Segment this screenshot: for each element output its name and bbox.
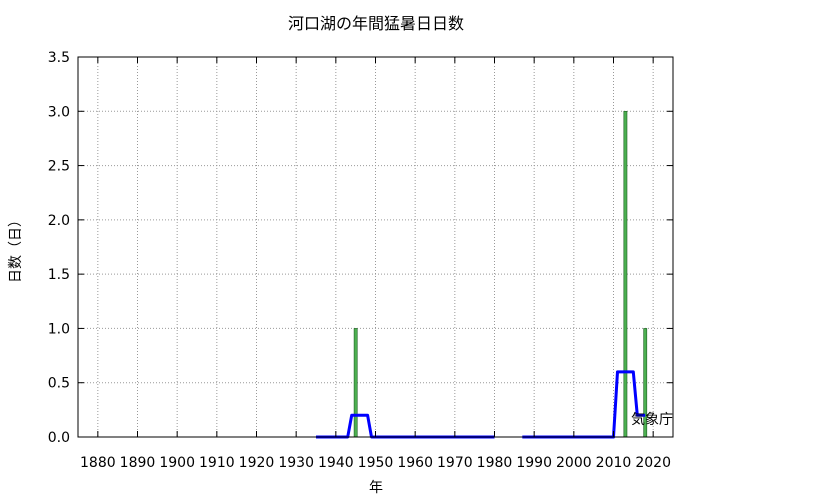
y-tick-label: 2.5 — [48, 159, 70, 175]
x-tick-label: 2000 — [556, 455, 592, 471]
x-tick-label: 2020 — [635, 455, 671, 471]
y-tick-label: 3.5 — [48, 50, 70, 66]
line-series — [316, 370, 646, 439]
x-tick-label: 1930 — [278, 455, 314, 471]
y-tick-label: 0.0 — [48, 430, 70, 446]
y-tick-label: 1.5 — [48, 267, 70, 283]
x-tick-label: 1970 — [437, 455, 473, 471]
x-tick-label: 1910 — [199, 455, 235, 471]
moving-average-line — [522, 370, 646, 439]
chart-title: 河口湖の年間猛暑日日数 — [288, 14, 464, 33]
moving-average-line — [316, 413, 495, 439]
x-tick-label: 1920 — [239, 455, 275, 471]
y-tick-label: 0.5 — [48, 376, 70, 392]
x-tick-label: 1890 — [120, 455, 156, 471]
bar — [623, 110, 628, 438]
y-tick-label: 1.0 — [48, 321, 70, 337]
y-axis-label: 日数（日） — [8, 213, 24, 283]
source-annotation: 気象庁 — [631, 412, 673, 428]
ticks: 0.0 0.5 1.0 1.5 2.0 2.5 3.0 3.5 1880 1890 1900 1910… — [48, 50, 673, 471]
x-tick-label: 1880 — [80, 455, 116, 471]
x-tick-label: 2010 — [596, 455, 632, 471]
y-tick-label: 3.0 — [48, 104, 70, 120]
x-tick-label: 1950 — [358, 455, 394, 471]
x-axis-label: 年 — [369, 480, 383, 496]
x-tick-label: 1980 — [477, 455, 513, 471]
x-tick-label: 1990 — [516, 455, 552, 471]
x-tick-label: 1960 — [397, 455, 433, 471]
y-tick-label: 2.0 — [48, 213, 70, 229]
bar — [353, 328, 358, 438]
x-tick-label: 1900 — [159, 455, 195, 471]
bar-series — [353, 110, 648, 438]
x-tick-label: 1940 — [318, 455, 354, 471]
grid — [78, 56, 673, 438]
